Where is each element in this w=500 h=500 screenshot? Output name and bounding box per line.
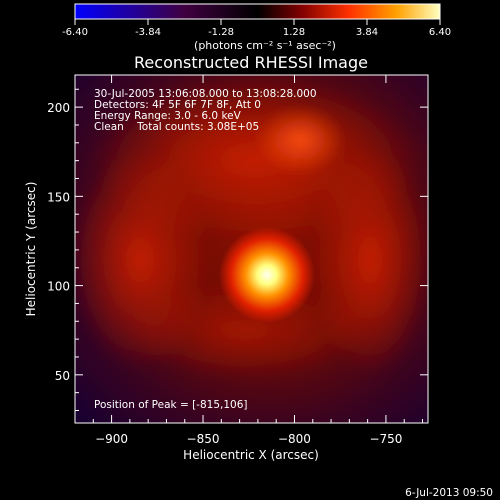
x-tick-label: −750 bbox=[369, 432, 402, 446]
colorbar-tick-label: -1.28 bbox=[208, 27, 234, 38]
x-tick-label: −850 bbox=[187, 432, 220, 446]
colorbar-ticks: -6.40 -3.84 -1.28 1.28 3.84 6.40 bbox=[62, 19, 451, 38]
heatmap-image bbox=[75, 75, 428, 423]
colorbar-tick-label: 6.40 bbox=[429, 27, 451, 38]
colorbar-tick-label: -6.40 bbox=[62, 27, 88, 38]
colorbar-gradient bbox=[74, 3, 441, 20]
colorbar-tick-label: 1.28 bbox=[283, 27, 305, 38]
colorbar-tick-label: 3.84 bbox=[356, 27, 378, 38]
colorbar: -6.40 -3.84 -1.28 1.28 3.84 6.40 (photons cm⁻… bbox=[62, 3, 451, 52]
emission-top-bright bbox=[255, 105, 345, 175]
info-block: 30-Jul-2005 13:06:08.000 to 13:08:28.000… bbox=[94, 88, 317, 133]
peak-source bbox=[219, 226, 316, 323]
colorbar-tick-label: -3.84 bbox=[135, 27, 161, 38]
y-axis-label: Heliocentric Y (arcsec) bbox=[24, 182, 38, 317]
x-tick-label: −800 bbox=[278, 432, 311, 446]
peak-position-label: Position of Peak = [-815,106] bbox=[94, 399, 248, 411]
chart-title: Reconstructed RHESSI Image bbox=[134, 53, 368, 72]
y-axis: 50 100 150 200 bbox=[47, 88, 428, 412]
y-tick-label: 200 bbox=[47, 101, 70, 115]
emission-lower bbox=[125, 280, 365, 380]
x-axis-label: Heliocentric X (arcsec) bbox=[183, 448, 319, 462]
y-tick-label: 150 bbox=[47, 190, 70, 204]
plot-frame bbox=[74, 74, 429, 424]
colorbar-unit-label: (photons cm⁻² s⁻¹ asec⁻²) bbox=[194, 39, 336, 52]
x-tick-label: −900 bbox=[95, 432, 128, 446]
y-tick-label: 100 bbox=[47, 280, 70, 294]
info-line-energy: Energy Range: 3.0 - 6.0 keV bbox=[94, 110, 242, 122]
x-axis: −900 −850 −800 −750 bbox=[92, 75, 424, 446]
info-line-detectors: Detectors: 4F 5F 6F 7F 8F, Att 0 bbox=[94, 99, 261, 111]
info-line-time: 30-Jul-2005 13:06:08.000 to 13:08:28.000 bbox=[94, 88, 317, 100]
footer-timestamp: 6-Jul-2013 09:50 bbox=[405, 487, 493, 499]
info-line-clean: Clean Total counts: 3.08E+05 bbox=[94, 121, 259, 133]
y-tick-label: 50 bbox=[55, 369, 70, 383]
